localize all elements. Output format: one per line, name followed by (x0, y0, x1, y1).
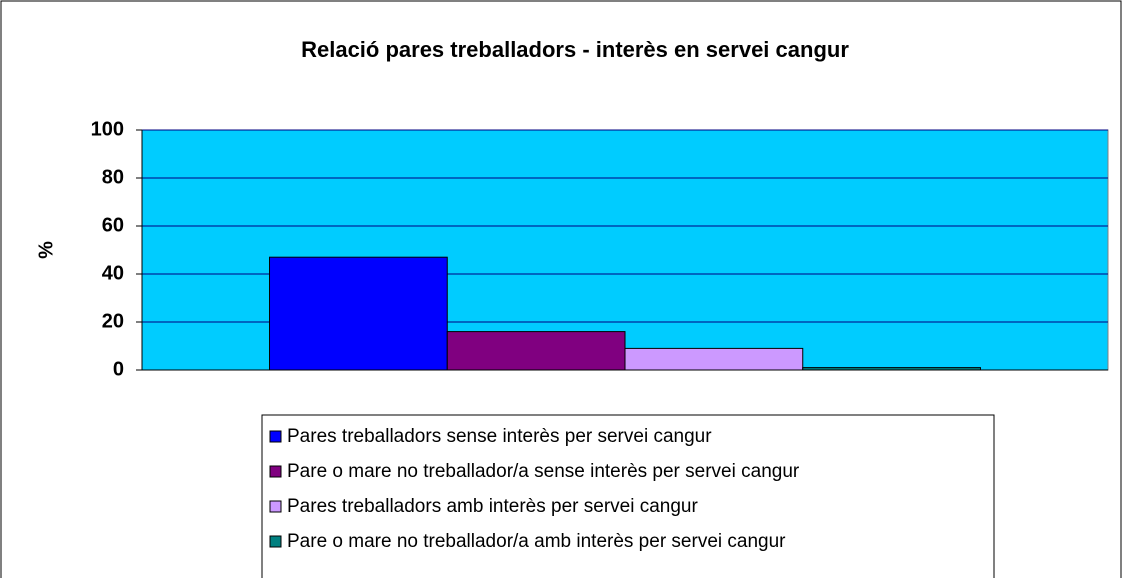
y-tick-label: 100 (91, 118, 124, 140)
y-tick-label: 80 (102, 166, 124, 188)
legend-swatch (269, 465, 282, 478)
bar (624, 347, 804, 371)
bar (269, 256, 448, 371)
legend-label: Pares treballadors amb interès per serve… (287, 496, 698, 517)
legend-label: Pare o mare no treballador/a sense inter… (287, 461, 800, 482)
legend-box (261, 414, 995, 578)
y-tick-label: 20 (102, 310, 124, 332)
y-axis-label: % (35, 241, 57, 259)
bar (446, 331, 626, 371)
legend-swatch (269, 430, 282, 443)
y-tick-label: 0 (113, 358, 124, 380)
y-tick-label: 40 (102, 262, 124, 284)
legend-label: Pare o mare no treballador/a amb interès… (287, 531, 786, 552)
bar (802, 367, 981, 371)
legend-swatch (269, 535, 282, 548)
legend-label: Pares treballadors sense interès per ser… (287, 426, 712, 447)
legend-swatch (269, 500, 282, 513)
chart-title: Relació pares treballadors - interès en … (301, 37, 849, 62)
y-tick-label: 60 (102, 214, 124, 236)
